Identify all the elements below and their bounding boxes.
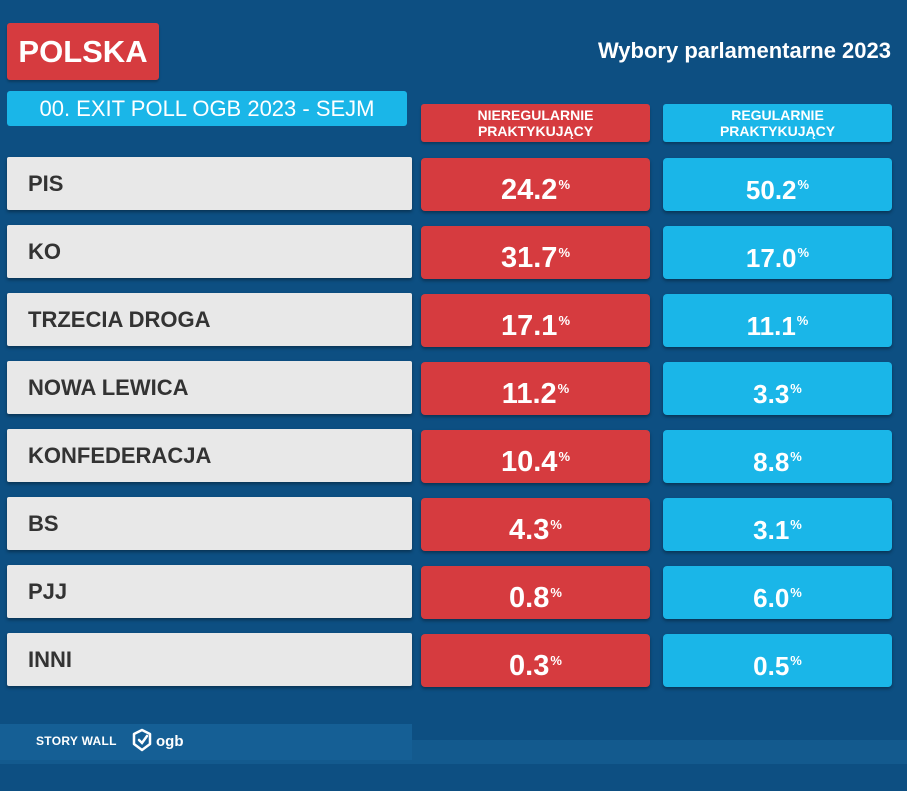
- value-irregular-pis: 24.2%: [421, 158, 650, 211]
- page-title: Wybory parlamentarne 2023: [597, 38, 891, 63]
- percent-unit: %: [558, 245, 570, 260]
- value-number: 0.8: [509, 582, 550, 614]
- value-irregular-inni: 0.3%: [421, 634, 650, 687]
- value-number: 31.7: [500, 242, 558, 274]
- value-number: 11.2: [501, 378, 557, 410]
- value-number: 3.3: [753, 379, 790, 409]
- value-number: 17.0: [745, 243, 797, 273]
- value-number: 24.2: [500, 174, 558, 206]
- footer-brand: STORY WALL: [36, 734, 117, 748]
- region-badge: POLSKA: [7, 23, 159, 80]
- column-header-irregular-line2: PRAKTYKUJĄCY: [477, 123, 594, 139]
- value-regular-trzecia-droga: 11.1%: [663, 294, 892, 347]
- percent-unit: %: [550, 653, 562, 668]
- value-regular-bs: 3.1%: [663, 498, 892, 551]
- percent-unit: %: [558, 313, 570, 328]
- percent-unit: %: [797, 177, 810, 192]
- poll-subtitle: 00. EXIT POLL OGB 2023 - SEJM: [7, 91, 407, 126]
- column-header-regular-line1: REGULARNIE: [731, 107, 824, 123]
- percent-unit: %: [790, 653, 802, 668]
- value-number: 10.4: [500, 446, 558, 478]
- percent-unit: %: [558, 449, 570, 464]
- percent-unit: %: [550, 517, 562, 532]
- value-number: 6.0: [753, 583, 790, 613]
- footer-bar: [0, 724, 412, 760]
- column-header-irregular: NIEREGULARNIE PRAKTYKUJĄCY: [421, 104, 650, 142]
- value-number: 4.3: [509, 514, 550, 546]
- value-regular-inni: 0.5%: [663, 634, 892, 687]
- party-label-bs: BS: [7, 497, 412, 550]
- value-number: 0.5: [753, 651, 790, 681]
- value-irregular-trzecia-droga: 17.1%: [421, 294, 650, 347]
- party-label-ko: KO: [7, 225, 412, 278]
- percent-unit: %: [790, 449, 802, 464]
- percent-unit: %: [790, 381, 802, 396]
- percent-unit: %: [796, 313, 809, 328]
- column-header-regular: REGULARNIE PRAKTYKUJĄCY: [663, 104, 892, 142]
- column-header-regular-line2: PRAKTYKUJĄCY: [719, 123, 836, 139]
- value-number: 0.3: [509, 650, 550, 682]
- percent-unit: %: [558, 177, 570, 192]
- value-irregular-nowa-lewica: 11.2%: [421, 362, 650, 415]
- value-number: 17.1: [500, 310, 558, 342]
- percent-unit: %: [557, 381, 570, 396]
- party-label-pis: PIS: [7, 157, 412, 210]
- column-header-irregular-line1: NIEREGULARNIE: [477, 107, 594, 123]
- value-irregular-bs: 4.3%: [421, 498, 650, 551]
- value-number: 8.8: [753, 447, 790, 477]
- party-label-konfederacja: KONFEDERACJA: [7, 429, 412, 482]
- value-regular-konfederacja: 8.8%: [663, 430, 892, 483]
- value-number: 3.1: [753, 515, 790, 545]
- value-irregular-pjj: 0.8%: [421, 566, 650, 619]
- party-label-nowa-lewica: NOWA LEWICA: [7, 361, 412, 414]
- value-regular-pjj: 6.0%: [663, 566, 892, 619]
- value-regular-nowa-lewica: 3.3%: [663, 362, 892, 415]
- party-label-trzecia-droga: TRZECIA DROGA: [7, 293, 412, 346]
- percent-unit: %: [790, 585, 802, 600]
- value-regular-ko: 17.0%: [663, 226, 892, 279]
- ogb-logo-icon: ogb: [132, 728, 184, 752]
- footer-logo-text: ogb: [156, 733, 184, 750]
- percent-unit: %: [797, 245, 810, 260]
- value-regular-pis: 50.2%: [663, 158, 892, 211]
- percent-unit: %: [790, 517, 802, 532]
- percent-unit: %: [550, 585, 562, 600]
- value-irregular-konfederacja: 10.4%: [421, 430, 650, 483]
- party-label-inni: INNI: [7, 633, 412, 686]
- value-number: 50.2: [745, 175, 797, 205]
- value-number: 11.1: [746, 311, 796, 341]
- party-label-pjj: PJJ: [7, 565, 412, 618]
- value-irregular-ko: 31.7%: [421, 226, 650, 279]
